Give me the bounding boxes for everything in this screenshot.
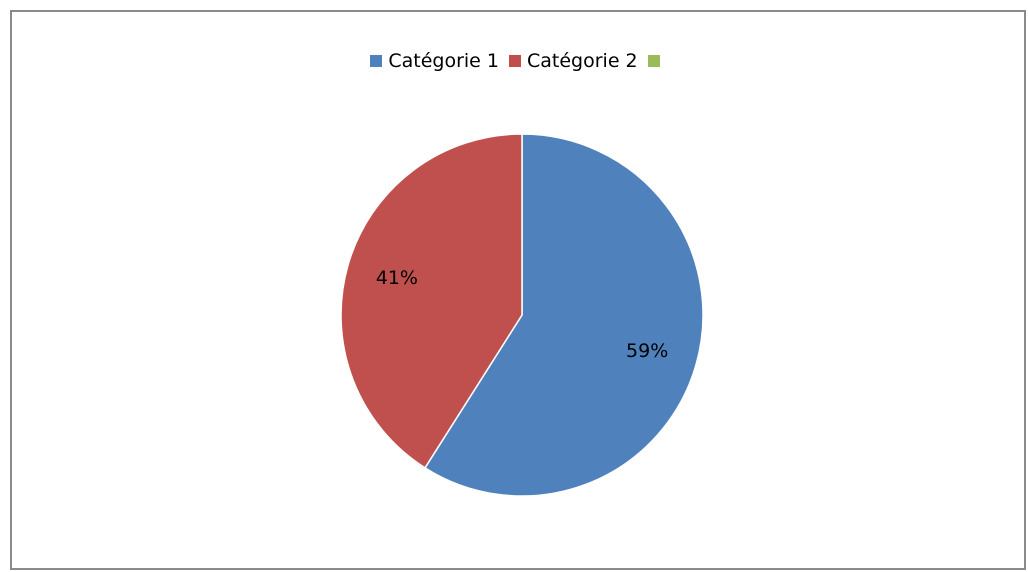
legend-swatch-categorie-2 bbox=[509, 55, 521, 67]
legend-item-series-3 bbox=[647, 55, 666, 67]
legend-swatch-categorie-1 bbox=[370, 55, 383, 67]
legend-swatch-series-3 bbox=[647, 55, 660, 67]
legend-label-categorie-2: Catégorie 2 bbox=[527, 50, 638, 72]
chart-area: Catégorie 1 Catégorie 2 59% 41% bbox=[10, 10, 1026, 570]
pie-slice-1 bbox=[423, 133, 704, 497]
chart-legend: Catégorie 1 Catégorie 2 bbox=[12, 50, 1024, 72]
legend-item-categorie-1: Catégorie 1 bbox=[370, 50, 499, 72]
legend-item-categorie-2: Catégorie 2 bbox=[509, 50, 638, 72]
pie-chart: 59% 41% bbox=[340, 133, 704, 497]
pie-data-label-1: 59% bbox=[626, 340, 668, 362]
pie-data-label-2: 41% bbox=[376, 267, 418, 289]
legend-label-categorie-1: Catégorie 1 bbox=[388, 50, 499, 72]
pie-slice-2 bbox=[340, 133, 523, 469]
